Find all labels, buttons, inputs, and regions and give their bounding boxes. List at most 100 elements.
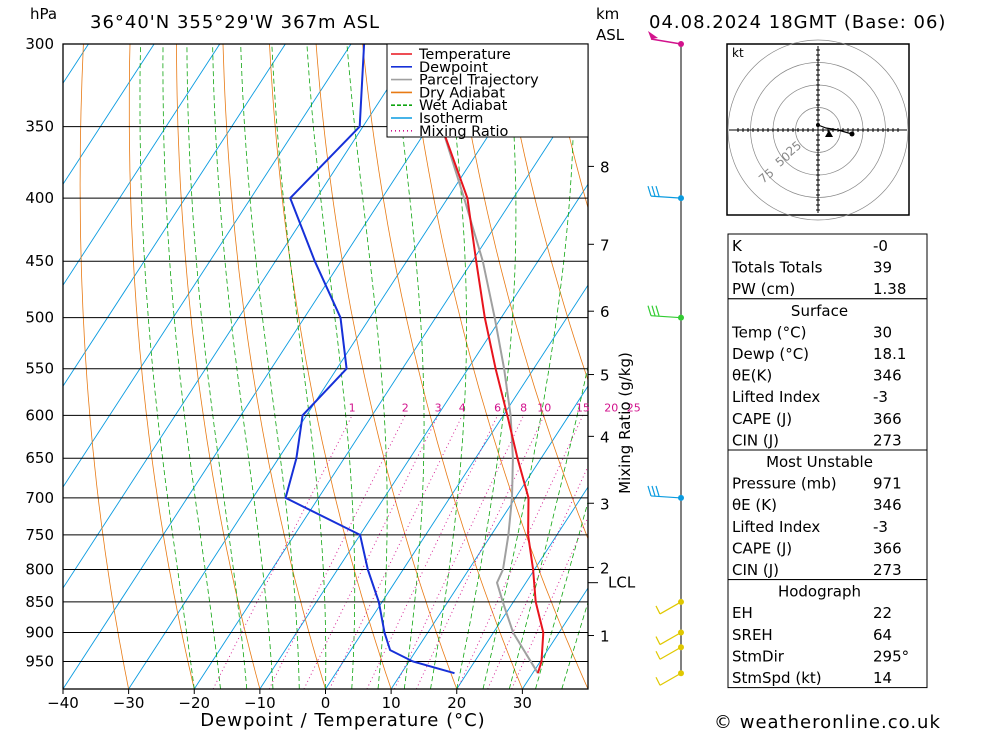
wind-barb-flag [655, 650, 661, 660]
isotherm-line [325, 284, 588, 689]
wind-barb-flag [655, 676, 661, 686]
wet-adiabat-line [346, 44, 388, 689]
wind-profile [647, 31, 684, 686]
wet-adiabat-line [508, 364, 588, 689]
dry-adiabat-line [128, 44, 195, 689]
profiles [284, 44, 545, 675]
mixing-ratio-label: 4 [459, 401, 466, 414]
wet-adiabat-line [186, 44, 248, 689]
pressure-tick-label: 600 [25, 406, 54, 424]
index-label: Temp (°C) [731, 323, 806, 341]
isotherm-line [456, 486, 588, 689]
height-tick-label: 8 [600, 158, 610, 176]
pressure-tick-label: 700 [25, 489, 54, 507]
wind-barb-flag [655, 185, 660, 197]
wet-adiabat-line [392, 44, 425, 689]
index-value: 64 [873, 626, 892, 644]
index-label: CAPE (J) [732, 539, 792, 557]
dry-adiabat-line [967, 44, 1000, 689]
mixing-ratio-label: 6 [494, 401, 501, 414]
wind-barb-flag [651, 305, 656, 316]
most-unstable-indices-box [727, 449, 928, 581]
height-tick-label: 7 [600, 236, 610, 254]
temperature-tick-label: −30 [113, 694, 145, 712]
temperature-tick-label: 20 [447, 694, 466, 712]
pressure-tick-label: 350 [25, 118, 54, 136]
wind-barb-shaft [650, 195, 682, 199]
index-label: CIN (J) [732, 561, 779, 579]
surface-indices-box [727, 298, 928, 451]
lcl-label: LCL [608, 574, 636, 592]
index-value: 366 [873, 410, 902, 428]
wind-barb-flag [647, 485, 652, 497]
mixing-ratio-label: 20 [604, 401, 618, 414]
height-tick-label: 1 [600, 628, 610, 646]
dry-adiabat-line [362, 44, 523, 689]
index-label: K [732, 237, 743, 255]
isotherm-line [63, 44, 483, 689]
wet-adiabat-line [212, 44, 274, 689]
asl-unit-label: ASL [596, 26, 625, 44]
pressure-tick-label: 800 [25, 560, 54, 578]
height-axis: 1 2 3 4 5 6 7 8 LCL [588, 158, 636, 646]
pressure-tick-label: 550 [25, 360, 54, 378]
most-unstable-indices-title: Most Unstable [766, 453, 873, 471]
pressure-unit-label: hPa [30, 5, 57, 23]
datetime-title: 04.08.2024 18GMT (Base: 06) [649, 12, 946, 33]
legend-entry: Dewpoint [419, 60, 488, 76]
wet-adiabat-line [430, 44, 467, 689]
storm-motion-marker [825, 130, 833, 137]
legend-entry: Isotherm [419, 111, 483, 127]
index-value: 30 [873, 323, 892, 341]
wind-barb-shaft [650, 495, 682, 499]
wind-barb-shaft [659, 672, 682, 686]
hodograph-unit-label: kt [732, 46, 744, 60]
hodograph-ring [727, 39, 909, 221]
hodograph-point [816, 123, 820, 127]
dry-adiabat-line [222, 44, 326, 689]
temperature-tick-label: −20 [178, 694, 210, 712]
isotherm-line [193, 82, 588, 689]
basic-indices-box [727, 233, 928, 300]
isotherm-line [259, 183, 588, 689]
isotherm-line [390, 385, 588, 689]
height-tick-label: 4 [600, 428, 610, 446]
index-value: 39 [873, 259, 892, 277]
mixing-ratio-line [487, 465, 588, 689]
hodograph-trace [817, 124, 853, 135]
mixing-ratio-line [268, 415, 406, 689]
surface-indices-title: Surface [791, 302, 848, 320]
pressure-tick-label: 900 [25, 624, 54, 642]
hodograph-indices-box [727, 579, 928, 689]
wind-barb-flag [655, 485, 660, 497]
pressure-tick-label: 400 [25, 189, 54, 207]
wind-barb-shaft [659, 632, 682, 646]
mixing-ratio-line [457, 415, 584, 689]
hodograph-point [849, 131, 855, 137]
temperature-tick-label: 30 [513, 694, 532, 712]
wet-adiabat-line [561, 600, 588, 689]
height-tick-label: 5 [600, 367, 610, 385]
index-value: 22 [873, 604, 892, 622]
index-label: Pressure (mb) [732, 475, 837, 493]
wind-barb-shaft [650, 38, 682, 45]
index-label: CAPE (J) [732, 410, 792, 428]
index-value: -3 [873, 518, 888, 536]
index-label: CIN (J) [732, 431, 779, 449]
index-value: 971 [873, 475, 902, 493]
location-title: 36°40'N 355°29'W 367m ASL [90, 12, 380, 33]
legend-box [386, 43, 589, 138]
dry-adiabat-line [315, 44, 458, 689]
mixing-ratio-line [415, 415, 545, 689]
wet-adiabat-line [306, 44, 356, 689]
legend-entry: Dry Adiabat [419, 85, 505, 101]
wet-adiabat-line [240, 44, 300, 689]
isotherm-line [63, 44, 221, 286]
pressure-tick-label: 850 [25, 593, 54, 611]
temperature-tick-label: 10 [382, 694, 401, 712]
legend-entry: Wet Adiabat [419, 98, 508, 114]
legend-entry: Parcel Trajectory [419, 73, 539, 89]
mixing-ratio-label: 3 [435, 401, 442, 414]
wet-adiabat-line [271, 44, 327, 689]
